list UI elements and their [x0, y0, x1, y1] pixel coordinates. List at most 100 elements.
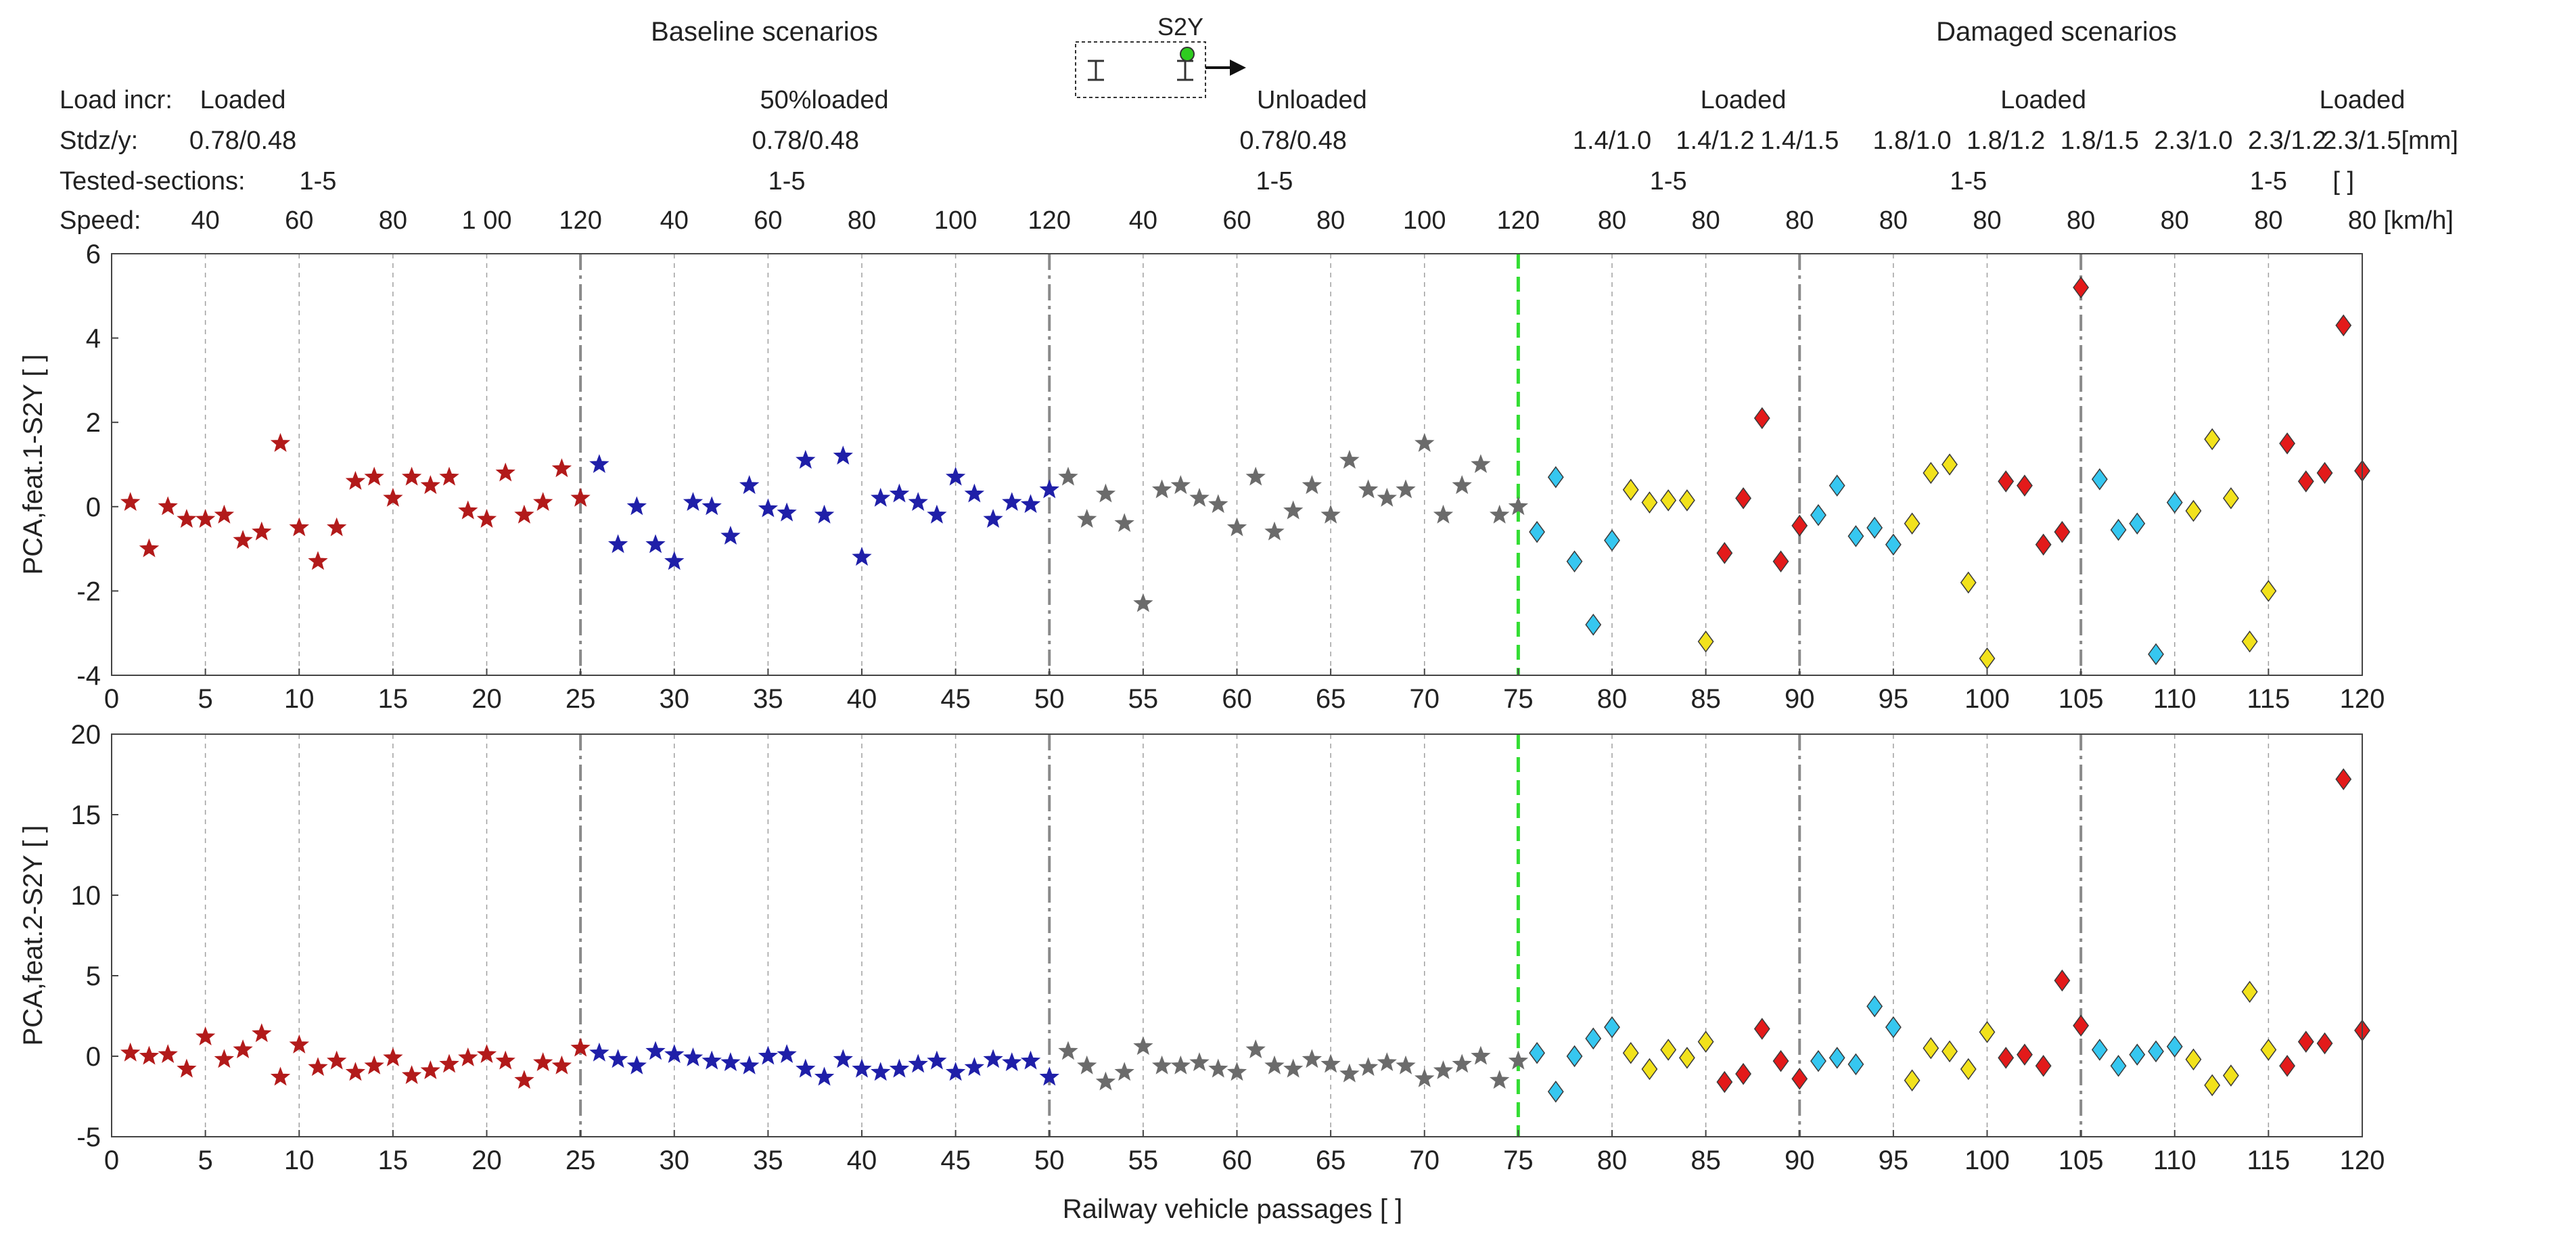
header-sections-value: 1-5 [2250, 167, 2287, 196]
x-tick-label: 40 [847, 1146, 877, 1175]
data-point-star [514, 1070, 534, 1089]
x-tick-label: 115 [2247, 1146, 2290, 1175]
x-tick-label: 0 [104, 684, 119, 714]
data-point-diamond [1697, 630, 1714, 653]
data-point-star [1339, 1063, 1360, 1083]
x-tick-label: 70 [1410, 1146, 1440, 1175]
y-tick-label: -4 [76, 661, 101, 691]
x-tick-label: 35 [753, 684, 783, 714]
data-point-star [345, 1062, 366, 1081]
data-point-star [1377, 1052, 1397, 1071]
data-point-diamond [2091, 1039, 2108, 1061]
data-point-star [533, 1052, 553, 1071]
data-point-star [645, 1041, 666, 1060]
axes-frame [111, 253, 2363, 676]
data-point-star [1020, 1050, 1041, 1070]
data-point-diamond [1753, 1018, 1770, 1040]
header-speed-value: 80 [2254, 206, 2282, 235]
data-point-star [252, 1023, 272, 1043]
header-row-labels: Load incr: Stdz/y: Tested-sections: Spee… [60, 86, 246, 235]
data-point-diamond [1678, 1047, 1695, 1069]
y-tick-label: 10 [71, 881, 101, 911]
x-tick-label: 50 [1034, 684, 1065, 714]
data-point-diamond [2017, 1043, 2033, 1066]
data-point-diamond [1529, 520, 1546, 543]
data-point-star [683, 492, 704, 512]
data-point-star [607, 534, 628, 553]
header-speed-value: 40 [1129, 206, 1157, 235]
data-point-diamond [1566, 550, 1583, 573]
data-point-diamond [1791, 514, 1808, 537]
data-point-star [1226, 517, 1247, 537]
data-point-diamond [1885, 1016, 1902, 1039]
x-tick-label: 90 [1785, 684, 1815, 714]
data-point-diamond [1904, 1069, 1920, 1091]
data-point-diamond [2241, 630, 2258, 653]
data-point-diamond [2316, 1032, 2333, 1055]
arrowhead-icon [1230, 60, 1246, 76]
data-point-star [964, 483, 985, 503]
x-tick-label: 30 [660, 1146, 690, 1175]
header-sections-value: 1-5 [768, 167, 806, 196]
x-tick-label: 60 [1222, 684, 1252, 714]
data-point-diamond [2222, 1064, 2239, 1087]
data-point-star [814, 504, 835, 524]
data-point-diamond [1979, 1021, 1996, 1043]
beam-support-icon [1088, 60, 1193, 81]
header-speed-value: 1 00 [462, 206, 512, 235]
data-point-star [645, 534, 666, 553]
x-tick-label: 75 [1503, 1146, 1534, 1175]
data-point-star [1114, 1062, 1134, 1081]
data-point-star [1208, 1058, 1228, 1078]
header-load-row: Loaded 50%loaded Unloaded Loaded Loaded Loade… [200, 86, 2406, 114]
data-point-star [1170, 1055, 1191, 1074]
data-point-diamond [2091, 468, 2108, 491]
data-point-star [1002, 492, 1022, 512]
x-tick-label: 55 [1128, 1146, 1159, 1175]
data-point-star [195, 509, 216, 528]
data-point-star [1095, 1071, 1116, 1091]
data-point-diamond [2110, 1055, 2127, 1077]
data-point-diamond [2260, 580, 2277, 602]
data-point-star [214, 1049, 235, 1068]
data-point-diamond [1585, 613, 1602, 636]
x-tick-label: 15 [378, 1146, 409, 1175]
header-stdz-value: 2.3/1.5[mm] [2322, 127, 2458, 155]
data-point-star [1508, 1050, 1529, 1070]
data-point-star [1302, 475, 1322, 495]
header-speed-value: 120 [1497, 206, 1540, 235]
data-point-star [327, 1050, 347, 1070]
data-point-star [252, 521, 272, 541]
data-point-star [1077, 509, 1097, 528]
y-tick-label: -2 [76, 576, 101, 606]
x-tick-label: 75 [1503, 684, 1534, 714]
data-point-diamond [1735, 1062, 1752, 1085]
x-tick-label: 85 [1690, 1146, 1721, 1175]
data-point-diamond [1828, 474, 1845, 497]
data-point-diamond [2335, 314, 2352, 337]
data-point-diamond [2054, 969, 2071, 992]
data-point-star [476, 1044, 497, 1064]
data-point-star [308, 1057, 328, 1077]
data-point-star [570, 1037, 591, 1057]
data-point-star [1320, 1054, 1341, 1073]
data-point-diamond [2279, 1055, 2296, 1077]
data-point-star [833, 1049, 853, 1068]
data-point-diamond [1810, 1049, 1826, 1072]
header-speed-value: 40 [660, 206, 689, 235]
data-point-star [683, 1047, 704, 1066]
header-speed-value: 60 [754, 206, 782, 235]
data-point-star [345, 470, 366, 490]
x-tick-label: 0 [104, 1146, 119, 1175]
data-point-diamond [2073, 276, 2090, 299]
header-speed-value: 80 [379, 206, 407, 235]
header-load-label: Loaded [1701, 86, 1787, 114]
data-point-diamond [2166, 1035, 2183, 1058]
data-point-diamond [2316, 461, 2333, 484]
data-point-diamond [2148, 1040, 2164, 1063]
data-point-star [158, 496, 178, 516]
data-point-star [607, 1049, 628, 1068]
data-point-diamond [1641, 491, 1658, 514]
header-speed-value: 80 [2161, 206, 2189, 235]
data-point-star [945, 1062, 966, 1081]
